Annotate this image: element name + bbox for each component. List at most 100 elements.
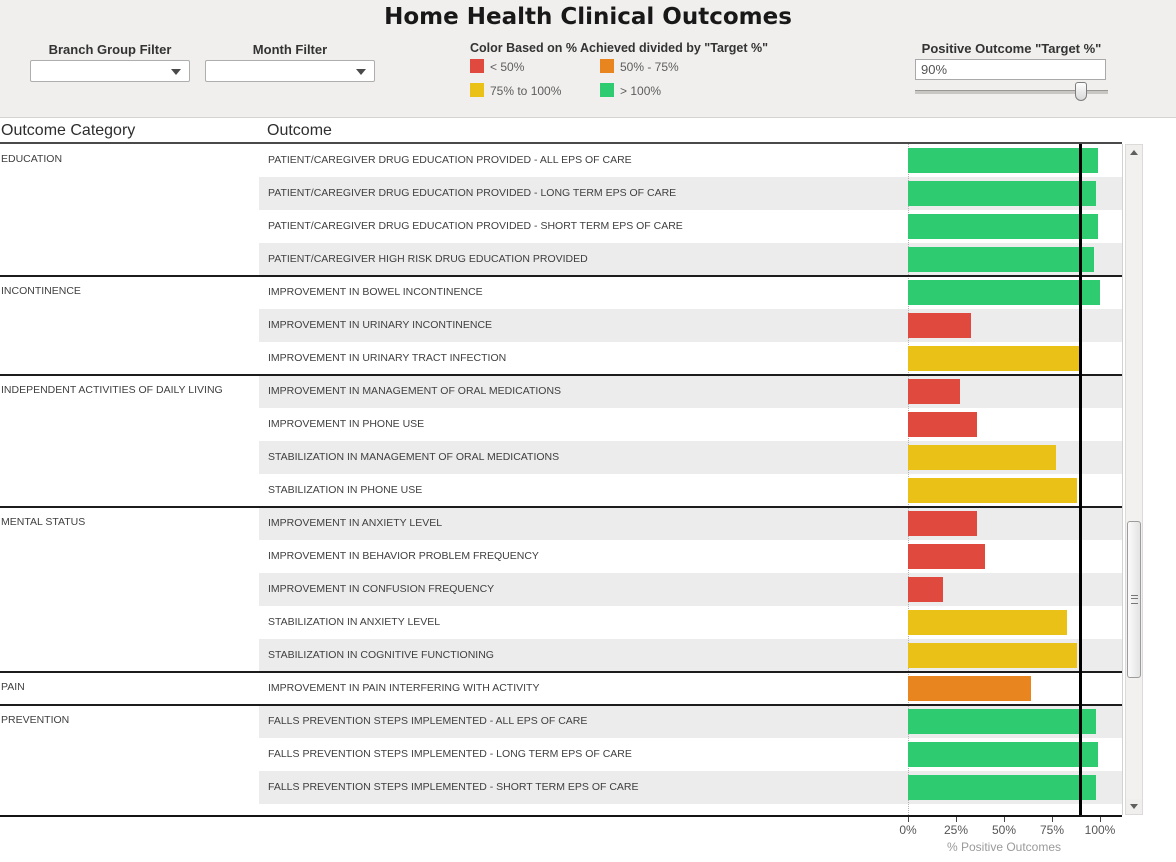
table-row: IMPROVEMENT IN ANXIETY LEVEL bbox=[0, 507, 1122, 540]
legend-swatch bbox=[600, 83, 614, 97]
dropdown-arrow-icon bbox=[356, 69, 366, 75]
legend-swatch bbox=[470, 59, 484, 73]
outcome-bar[interactable] bbox=[908, 676, 1031, 701]
table-row: FALLS PREVENTION STEPS IMPLEMENTED - LON… bbox=[0, 738, 1122, 771]
target-percent-input[interactable] bbox=[915, 59, 1106, 80]
category-column-header: Outcome Category bbox=[1, 122, 136, 139]
legend-item[interactable]: > 100% bbox=[600, 83, 728, 99]
table-row: FALLS PREVENTION STEPS IMPLEMENTED - ALL… bbox=[0, 705, 1122, 738]
outcome-label: IMPROVEMENT IN MANAGEMENT OF ORAL MEDICA… bbox=[268, 385, 562, 397]
table-row: IMPROVEMENT IN PHONE USE bbox=[0, 408, 1122, 441]
outcome-bar[interactable] bbox=[908, 775, 1096, 800]
outcome-bar[interactable] bbox=[908, 412, 977, 437]
outcomes-rows: EDUCATION PATIENT/CAREGIVER DRUG EDUCATIO… bbox=[0, 144, 1122, 815]
target-filter-label: Positive Outcome "Target %" bbox=[921, 41, 1102, 56]
scrollbar-grip-icon bbox=[1131, 595, 1138, 604]
x-axis-line bbox=[0, 815, 1122, 817]
row-band bbox=[259, 507, 1122, 540]
legend-title: Color Based on % Achieved divided by "Ta… bbox=[470, 41, 769, 55]
outcome-column-header: Outcome bbox=[267, 122, 332, 139]
scroll-up-button[interactable] bbox=[1126, 145, 1142, 160]
outcome-label: PATIENT/CAREGIVER DRUG EDUCATION PROVIDE… bbox=[268, 187, 677, 199]
table-row: STABILIZATION IN PHONE USE bbox=[0, 474, 1122, 507]
row-band bbox=[259, 375, 1122, 408]
outcome-label: PATIENT/CAREGIVER HIGH RISK DRUG EDUCATI… bbox=[268, 253, 588, 265]
month-filter-label: Month Filter bbox=[252, 42, 328, 57]
category-separator bbox=[0, 671, 1122, 673]
outcome-label: FALLS PREVENTION STEPS IMPLEMENTED - LON… bbox=[268, 748, 632, 760]
outcome-bar[interactable] bbox=[908, 643, 1077, 668]
outcome-bar[interactable] bbox=[908, 577, 943, 602]
page-title: Home Health Clinical Outcomes bbox=[384, 4, 792, 30]
outcome-label: IMPROVEMENT IN ANXIETY LEVEL bbox=[268, 517, 443, 529]
axis-tick-label: 0% bbox=[899, 823, 917, 837]
category-separator bbox=[0, 275, 1122, 277]
outcome-bar[interactable] bbox=[908, 346, 1079, 371]
vertical-scrollbar[interactable] bbox=[1125, 144, 1143, 815]
outcome-bar[interactable] bbox=[908, 544, 985, 569]
legend-item[interactable]: < 50% bbox=[470, 59, 598, 75]
table-row: PATIENT/CAREGIVER DRUG EDUCATION PROVIDE… bbox=[0, 177, 1122, 210]
table-row: STABILIZATION IN MANAGEMENT OF ORAL MEDI… bbox=[0, 441, 1122, 474]
outcome-bar[interactable] bbox=[908, 445, 1056, 470]
legend-item[interactable]: 50% - 75% bbox=[600, 59, 728, 75]
branch-filter-label: Branch Group Filter bbox=[48, 42, 172, 57]
outcome-bar[interactable] bbox=[908, 379, 960, 404]
target-slider-thumb[interactable] bbox=[1075, 82, 1087, 101]
row-band bbox=[259, 573, 1122, 606]
outcome-bar[interactable] bbox=[908, 478, 1077, 503]
scroll-down-icon bbox=[1130, 804, 1138, 809]
scrollbar-thumb[interactable] bbox=[1127, 521, 1141, 678]
outcome-label: STABILIZATION IN PHONE USE bbox=[268, 484, 423, 496]
header-divider bbox=[0, 142, 1122, 144]
outcome-label: PATIENT/CAREGIVER DRUG EDUCATION PROVIDE… bbox=[268, 220, 683, 232]
table-row: IMPROVEMENT IN BEHAVIOR PROBLEM FREQUENC… bbox=[0, 540, 1122, 573]
outcome-label: STABILIZATION IN MANAGEMENT OF ORAL MEDI… bbox=[268, 451, 560, 463]
outcome-label: STABILIZATION IN COGNITIVE FUNCTIONING bbox=[268, 649, 494, 661]
legend-item-label: < 50% bbox=[490, 60, 525, 74]
axis-tick-label: 100% bbox=[1084, 823, 1116, 837]
outcome-bar[interactable] bbox=[908, 709, 1096, 734]
month-filter-dropdown[interactable] bbox=[205, 60, 375, 82]
scroll-down-button[interactable] bbox=[1126, 799, 1142, 814]
outcome-bar[interactable] bbox=[908, 280, 1100, 305]
outcome-bar[interactable] bbox=[908, 313, 971, 338]
legend-swatch bbox=[470, 83, 484, 97]
axis-tick-mark bbox=[1004, 817, 1005, 822]
outcome-bar[interactable] bbox=[908, 511, 977, 536]
outcome-label: FALLS PREVENTION STEPS IMPLEMENTED - ALL… bbox=[268, 715, 588, 727]
category-separator bbox=[0, 374, 1122, 376]
outcome-bar[interactable] bbox=[908, 148, 1098, 173]
outcome-label: IMPROVEMENT IN BEHAVIOR PROBLEM FREQUENC… bbox=[268, 550, 539, 562]
outcome-bar[interactable] bbox=[908, 610, 1067, 635]
outcome-bar[interactable] bbox=[908, 214, 1098, 239]
outcome-bar[interactable] bbox=[908, 247, 1094, 272]
legend-swatch bbox=[600, 59, 614, 73]
category-separator bbox=[0, 704, 1122, 706]
table-row: IMPROVEMENT IN URINARY TRACT INFECTION bbox=[0, 342, 1122, 375]
table-row: IMPROVEMENT IN PAIN INTERFERING WITH ACT… bbox=[0, 672, 1122, 705]
table-row: PATIENT/CAREGIVER DRUG EDUCATION PROVIDE… bbox=[0, 144, 1122, 177]
target-slider-track[interactable] bbox=[915, 90, 1108, 94]
table-row: FALLS PREVENTION STEPS IMPLEMENTED - SHO… bbox=[0, 771, 1122, 804]
category-label: MENTAL STATUS bbox=[1, 516, 86, 528]
legend-item[interactable]: 75% to 100% bbox=[470, 83, 598, 99]
axis-tick-mark bbox=[956, 817, 957, 822]
category-label: INCONTINENCE bbox=[1, 285, 81, 297]
legend-item-label: > 100% bbox=[620, 84, 662, 98]
axis-tick-mark bbox=[1052, 817, 1053, 822]
category-separator bbox=[0, 506, 1122, 508]
outcome-label: STABILIZATION IN ANXIETY LEVEL bbox=[268, 616, 441, 628]
table-row: IMPROVEMENT IN BOWEL INCONTINENCE bbox=[0, 276, 1122, 309]
outcome-bar[interactable] bbox=[908, 181, 1096, 206]
target-reference-line bbox=[1079, 144, 1082, 815]
dropdown-arrow-icon bbox=[171, 69, 181, 75]
table-row: IMPROVEMENT IN CONFUSION FREQUENCY bbox=[0, 573, 1122, 606]
branch-filter-dropdown[interactable] bbox=[30, 60, 190, 82]
outcome-label: FALLS PREVENTION STEPS IMPLEMENTED - SHO… bbox=[268, 781, 639, 793]
table-row: PATIENT/CAREGIVER HIGH RISK DRUG EDUCATI… bbox=[0, 243, 1122, 276]
table-row: PATIENT/CAREGIVER DRUG EDUCATION PROVIDE… bbox=[0, 210, 1122, 243]
outcome-label: IMPROVEMENT IN URINARY TRACT INFECTION bbox=[268, 352, 507, 364]
outcome-bar[interactable] bbox=[908, 742, 1098, 767]
chart-pane-border bbox=[1122, 144, 1123, 815]
